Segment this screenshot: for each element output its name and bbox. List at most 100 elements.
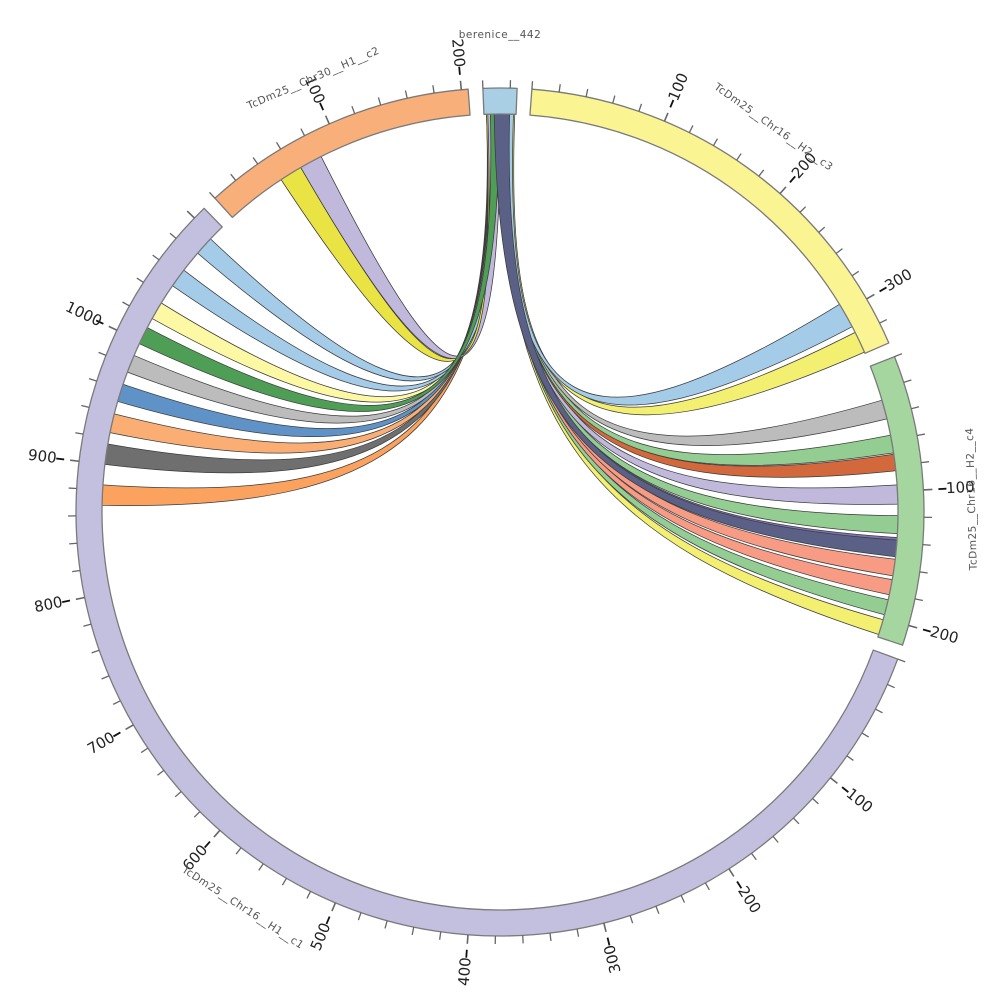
tick-label: 300 xyxy=(881,265,915,295)
tick-minor xyxy=(101,675,110,680)
tick-minor xyxy=(300,128,306,137)
tick-minor xyxy=(879,318,888,324)
tick-minor xyxy=(193,811,201,818)
tick-minor xyxy=(357,912,362,921)
tick-minor xyxy=(704,882,710,891)
tick-minor xyxy=(846,755,854,761)
tick-major xyxy=(779,186,787,195)
tick-label: 1000 xyxy=(63,298,105,331)
tick-minor xyxy=(174,791,182,798)
tick-minor xyxy=(751,852,757,861)
tick-label: 100 xyxy=(664,70,692,103)
tick-minor xyxy=(887,683,895,689)
tick-minor xyxy=(411,927,415,936)
tick-minor xyxy=(209,191,216,199)
tick-minor xyxy=(861,732,870,738)
tick-major xyxy=(908,624,918,629)
tick-label-dash xyxy=(841,786,849,793)
tick-label: 400 xyxy=(455,957,475,987)
tick-minor xyxy=(911,406,920,410)
tick-minor xyxy=(688,125,694,133)
tick-minor xyxy=(122,301,130,307)
tick-label: 100 xyxy=(946,478,976,497)
tick-minor xyxy=(712,138,719,146)
tick-label: 200 xyxy=(928,622,960,647)
tick-label: 200 xyxy=(448,38,469,68)
tick-major xyxy=(125,724,134,731)
tick-label-dash xyxy=(789,175,796,183)
tick-label-dash xyxy=(62,599,71,604)
tick-label-dash xyxy=(922,628,931,633)
tick-label-dash xyxy=(112,731,121,738)
tick-minor xyxy=(549,932,552,942)
tick-minor xyxy=(758,169,765,177)
tick-label: 900 xyxy=(27,446,58,467)
tick-minor xyxy=(585,88,589,97)
segment-arc-c1 xyxy=(75,207,899,937)
tick-minor xyxy=(136,277,144,283)
segment-arc-query xyxy=(482,87,518,115)
tick-minor xyxy=(799,206,807,213)
tick-label: 800 xyxy=(33,593,65,616)
tick-label-dash xyxy=(56,457,65,461)
tick-label: 700 xyxy=(84,728,118,758)
tick-major xyxy=(829,777,838,784)
tick-minor xyxy=(903,379,912,384)
tick-major xyxy=(213,829,221,838)
tick-minor xyxy=(835,248,843,255)
tick-minor xyxy=(91,649,100,654)
tick-label-dash xyxy=(465,949,468,958)
tick-major xyxy=(70,459,80,463)
tick-minor xyxy=(377,97,382,106)
tick-minor xyxy=(922,543,931,546)
tick-label-dash xyxy=(879,286,887,293)
tick-minor xyxy=(88,378,97,382)
tick-minor xyxy=(851,270,860,277)
tick-minor xyxy=(792,817,800,825)
tick-label-dash xyxy=(319,102,325,111)
segment-arc-c3 xyxy=(529,88,890,354)
tick-minor xyxy=(736,153,742,161)
tick-minor xyxy=(438,931,442,940)
tick-label: 500 xyxy=(307,920,335,953)
tick-minor xyxy=(140,747,149,754)
tick-label-dash xyxy=(325,916,331,925)
tick-major xyxy=(331,902,337,912)
tick-major xyxy=(866,293,875,300)
tick-minor xyxy=(812,798,819,805)
segment-arc-c4 xyxy=(869,355,925,646)
tick-minor xyxy=(531,81,534,90)
tick-major xyxy=(728,868,735,877)
tick-minor xyxy=(897,658,906,663)
tick-minor xyxy=(235,847,242,855)
tick-minor xyxy=(112,700,121,705)
tick-minor xyxy=(655,906,660,914)
tick-minor xyxy=(558,84,561,93)
segment-arc-c2 xyxy=(214,88,471,219)
tick-label-dash xyxy=(606,937,611,946)
tick-minor xyxy=(914,598,923,602)
tick-label-dash xyxy=(204,840,211,849)
tick-major xyxy=(324,115,330,125)
tick-minor xyxy=(157,769,165,776)
tick-major xyxy=(663,112,669,122)
tick-minor xyxy=(772,835,779,843)
tick-minor xyxy=(75,432,84,435)
tick-minor xyxy=(384,920,388,929)
tick-minor xyxy=(281,877,288,886)
tick-minor xyxy=(916,433,926,437)
tick-label-dash xyxy=(736,880,743,889)
tick-label: 100 xyxy=(843,785,877,817)
tick-label-dash xyxy=(669,99,675,108)
tick-minor xyxy=(351,105,356,114)
tick-minor xyxy=(169,232,177,239)
tick-minor xyxy=(258,863,264,871)
tick-minor xyxy=(629,915,634,924)
segment-label-c4: TcDm25__Chr16__H2__c4 xyxy=(964,427,980,571)
tick-minor xyxy=(275,141,282,150)
tick-minor xyxy=(919,571,928,574)
tick-minor xyxy=(818,226,826,233)
